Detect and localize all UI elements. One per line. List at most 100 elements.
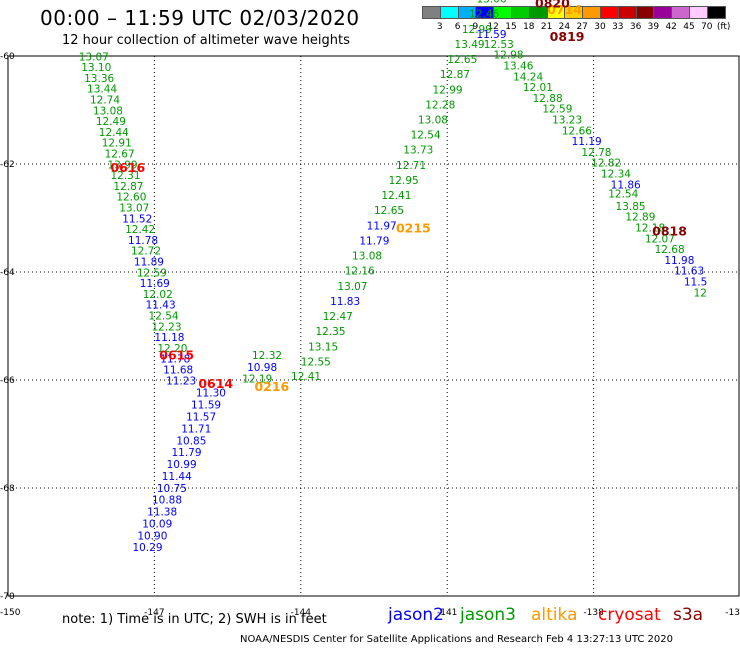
wave-height-label: 13.85	[616, 201, 646, 213]
wave-height-label: 12.88	[533, 93, 563, 105]
colorbar-label: 36	[629, 22, 642, 32]
wave-height-label: 12.42	[125, 224, 155, 236]
credit-line: NOAA/NESDIS Center for Satellite Applica…	[240, 634, 673, 645]
wave-height-label: 12.91	[102, 138, 132, 150]
wave-height-label: 12.72	[131, 246, 161, 258]
footnote: note: 1) Time is in UTC; 2) SWH is in fe…	[62, 612, 327, 627]
wave-height-label: 12.89	[625, 212, 655, 224]
wave-height-label: 11.18	[154, 332, 184, 344]
y-tick-label: -64	[0, 268, 15, 278]
wave-height-label: 12.07	[645, 233, 675, 245]
colorbar-label: 15	[505, 22, 517, 32]
wave-height-label: 12.99	[462, 24, 492, 36]
wave-height-label: 11.79	[359, 235, 389, 247]
wave-height-label: 12.34	[601, 169, 631, 181]
wave-height-label: 12.23	[151, 321, 181, 333]
wave-height-label: 11.23	[166, 375, 196, 387]
pass-time-label: 0714	[547, 2, 582, 17]
y-tick-label: -62	[0, 160, 15, 170]
colorbar-label: 27	[576, 22, 588, 32]
wave-height-label: 13.08	[418, 115, 448, 127]
wave-height-label: 11.79	[171, 447, 201, 459]
wave-height-label: 11.59	[476, 29, 506, 41]
wave-height-label: 11.30	[196, 388, 226, 400]
wave-height-label: 10.75	[157, 483, 187, 495]
wave-height-label: 12.74	[90, 95, 120, 107]
x-tick-label: -13	[725, 608, 740, 618]
colorbar-label: 6	[454, 22, 461, 32]
wave-height-label: 11.69	[140, 278, 170, 290]
wave-height-label: 12.98	[494, 50, 524, 62]
wave-height-label: 13.49	[455, 39, 485, 51]
wave-height-label: 12.66	[562, 125, 592, 137]
wave-height-label: 12.32	[252, 350, 282, 362]
wave-height-label: 12.54	[411, 130, 441, 142]
wave-height-label: 12.68	[655, 244, 685, 256]
legend-jason2: jason2	[388, 605, 444, 625]
wave-height-label: 12.16	[345, 266, 375, 278]
wave-height-label: 11.19	[572, 136, 602, 148]
colorbar-label: 18	[523, 22, 535, 32]
wave-height-label: 13.46	[503, 61, 533, 73]
wave-height-label: 10.98	[247, 362, 277, 374]
wave-height-label: 12.46	[469, 9, 499, 21]
pass-time-label: 0818	[652, 223, 687, 238]
wave-height-label: 12.54	[149, 311, 179, 323]
wave-height-label: 10.85	[176, 435, 206, 447]
colorbar-label: 30	[594, 22, 606, 32]
wave-height-label: 12.55	[301, 356, 331, 368]
wave-height-label: 13.08	[93, 105, 123, 117]
pass-time-label: 0615	[159, 347, 194, 362]
wave-height-label: 13.36	[84, 73, 114, 85]
wave-height-label: 12.71	[396, 160, 426, 172]
wave-height-label: 12.35	[315, 326, 345, 338]
wave-height-label: 11.5	[684, 277, 707, 289]
wave-height-label: 12.28	[425, 99, 455, 111]
pass-time-label: 0820	[535, 0, 570, 10]
wave-height-label: 13.15	[308, 341, 338, 353]
wave-height-label: 13.73	[403, 145, 433, 157]
colorbar-unit: (ft)	[716, 22, 731, 32]
wave-height-label: 12.87	[113, 181, 143, 193]
pass-time-label: 0819	[550, 29, 585, 44]
wave-height-label: 11.44	[162, 471, 192, 483]
wave-height-label: 12.54	[608, 188, 638, 200]
wave-height-label: 12.65	[374, 205, 404, 217]
wave-height-label: 14.24	[513, 71, 543, 83]
pass-time-label: 0215	[396, 221, 431, 236]
wave-height-label: 10.29	[132, 542, 162, 554]
wave-height-label: 11.78	[160, 354, 190, 366]
y-tick-label: -68	[0, 484, 15, 494]
wave-height-label: 13.07	[337, 281, 367, 293]
wave-height-label: 12.78	[581, 147, 611, 159]
colorbar-label: 3	[436, 22, 443, 32]
wave-height-label: 10.88	[152, 495, 182, 507]
wave-height-label: 13.44	[87, 84, 117, 96]
y-tick-label: -66	[0, 376, 15, 386]
legend-cryosat: cryosat	[598, 605, 661, 625]
wave-height-label: 11.59	[191, 400, 221, 412]
wave-height-label: 11.86	[611, 179, 641, 191]
wave-height-label: 11.78	[128, 235, 158, 247]
wave-height-label: 11.57	[186, 412, 216, 424]
legend-altika: altika	[531, 605, 578, 625]
wave-height-label: 12.19	[242, 374, 272, 386]
colorbar-label: 39	[647, 22, 660, 32]
colorbar-label: 70	[701, 22, 713, 32]
x-tick-label: -147	[144, 608, 164, 618]
wave-height-label: 12	[694, 287, 707, 299]
chart-subtitle: 12 hour collection of altimeter wave hei…	[62, 33, 350, 48]
wave-height-label: 12.87	[440, 69, 470, 81]
wave-height-label: 12.99	[433, 84, 463, 96]
wave-height-label: 11.89	[134, 257, 164, 269]
colorbar-label: 9	[472, 22, 479, 32]
wave-height-label: 12.95	[389, 175, 419, 187]
wave-height-label: 12.59	[542, 104, 572, 116]
wave-height-label: 13.07	[119, 203, 149, 215]
wave-height-label: 11.98	[664, 255, 694, 267]
chart-title: 00:00 – 11:59 UTC 02/03/2020	[40, 6, 360, 30]
plot-frame	[7, 55, 740, 597]
wave-height-label: 12.41	[381, 190, 411, 202]
